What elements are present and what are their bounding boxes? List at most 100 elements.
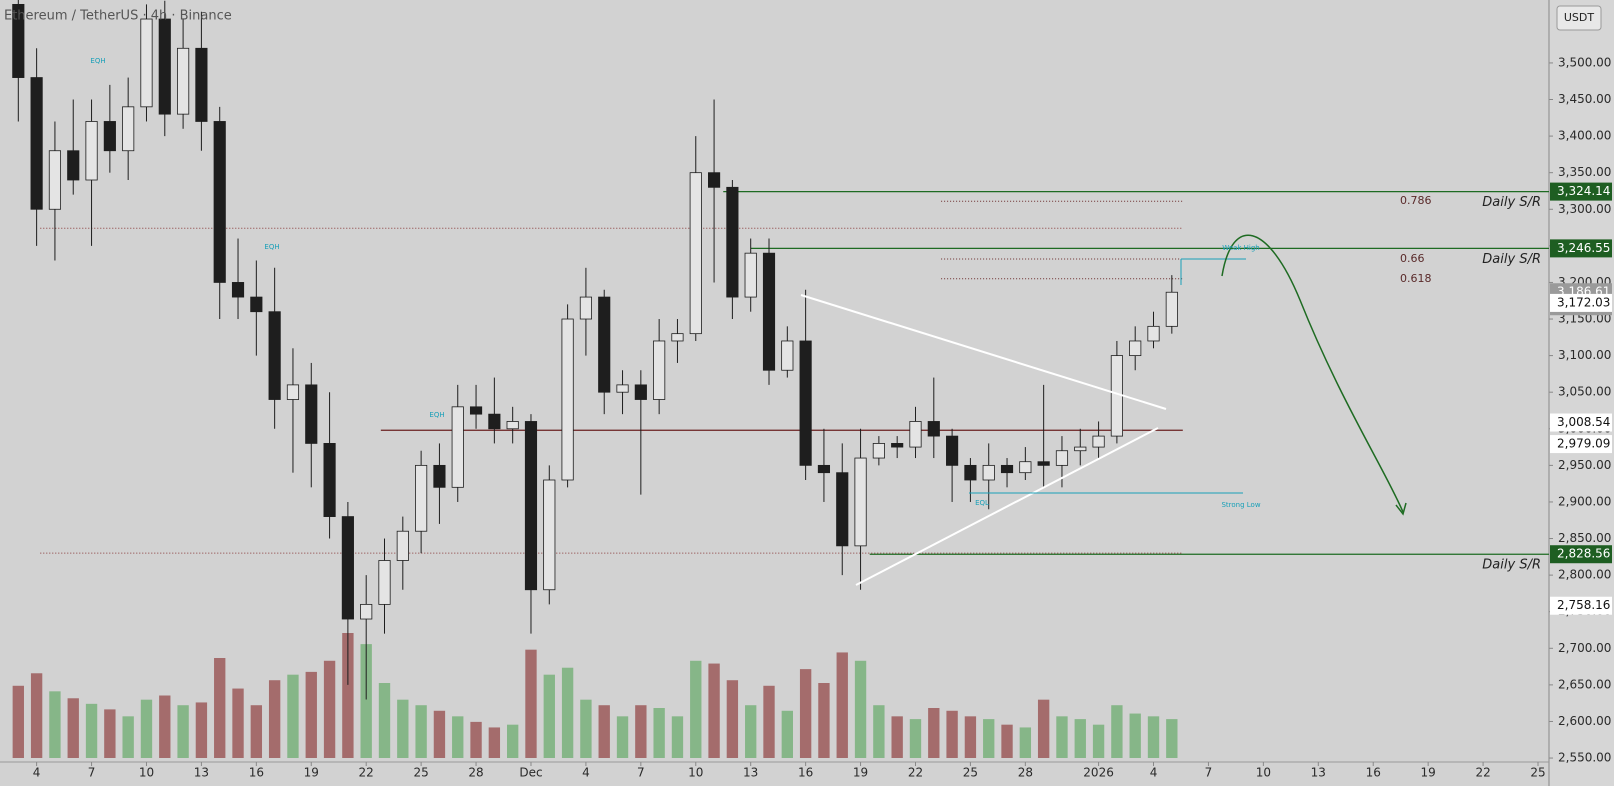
volume-bar	[818, 683, 830, 758]
candle-body	[634, 384, 647, 400]
candle-body	[616, 384, 629, 393]
volume-bar	[1037, 699, 1050, 758]
price-axis-bg	[1549, 0, 1614, 786]
volume-bar	[140, 699, 153, 758]
candle-body	[1037, 461, 1050, 466]
volume-bar	[1129, 713, 1141, 758]
candle-body	[506, 421, 519, 430]
y-tick-label: 2,900.00	[1558, 494, 1611, 508]
trendline	[800, 294, 1167, 410]
volume-bar	[781, 710, 793, 758]
price-label-box	[1550, 545, 1612, 564]
volume-bar	[726, 680, 739, 758]
candle-body	[982, 464, 995, 481]
candle-body	[543, 479, 556, 591]
candle-body	[1019, 461, 1032, 474]
candle-body	[396, 530, 409, 561]
candle-body	[415, 464, 428, 532]
annotation: Weak High	[1222, 244, 1259, 252]
level-label: Daily S/R	[1482, 252, 1541, 267]
level-label: 0.618	[1400, 272, 1432, 285]
x-tick-label: 19	[1421, 766, 1436, 780]
candle-body	[1092, 435, 1105, 448]
y-tick-label: 2,850.00	[1558, 531, 1611, 545]
x-tick-label: 7	[637, 766, 645, 780]
x-tick-label: 16	[1366, 766, 1381, 780]
volume-bar	[799, 669, 812, 758]
candle-body	[1000, 464, 1014, 474]
currency-button[interactable]	[1556, 5, 1602, 31]
x-tick-label: 13	[194, 766, 209, 780]
candle-body	[744, 252, 757, 298]
x-tick-label: 28	[1018, 766, 1033, 780]
x-tick-label: 13	[1311, 766, 1326, 780]
candle-body	[561, 318, 574, 481]
x-tick-label: 25	[963, 766, 978, 780]
price-label: 3,324.14	[1557, 184, 1610, 198]
y-tick-label: 2,600.00	[1558, 714, 1611, 728]
volume-bar	[964, 716, 977, 758]
candle-body	[231, 282, 245, 298]
volume-bar	[232, 688, 244, 758]
x-tick-label: 16	[798, 766, 813, 780]
candle-body	[854, 457, 867, 547]
volume-bar	[287, 674, 299, 758]
x-tick-label: 16	[249, 766, 264, 780]
candles-layer	[12, 0, 1178, 700]
volume-bar	[506, 724, 519, 758]
price-label-box	[1550, 596, 1612, 615]
candle-body	[451, 406, 464, 488]
x-tick-label: 7	[88, 766, 96, 780]
price-label: 2,828.56	[1557, 547, 1610, 561]
candle-body	[524, 421, 538, 591]
candle-body	[781, 340, 794, 371]
volume-bar	[1019, 727, 1032, 758]
volume-layer	[12, 633, 1178, 758]
y-tick-label: 3,500.00	[1558, 55, 1611, 69]
price-label: 3,008.54	[1557, 415, 1610, 429]
volume-bar	[616, 716, 629, 758]
volume-bar	[250, 705, 263, 758]
annotation: Strong Low	[1221, 501, 1260, 509]
candle-body	[378, 560, 391, 605]
volume-bar	[488, 727, 501, 758]
candle-body	[909, 421, 922, 448]
volume-bar	[561, 667, 574, 758]
candle-body	[964, 464, 977, 481]
level-label: Daily S/R	[1482, 195, 1541, 210]
y-tick-label: 2,950.00	[1558, 458, 1611, 472]
volume-bar	[323, 660, 336, 758]
x-tick-label: 4	[33, 766, 41, 780]
x-tick-label: 25	[1530, 766, 1545, 780]
volume-bar	[708, 663, 720, 758]
volume-bar	[12, 685, 24, 758]
price-label: 3,172.03	[1557, 295, 1610, 309]
candle-body	[726, 186, 739, 298]
price-label: 2,979.09	[1557, 437, 1610, 451]
candle-body	[177, 47, 190, 115]
x-tick-label: 7	[1205, 766, 1213, 780]
levels-layer: Daily S/R Daily S/R Daily S/R 0.786 0.66 0.61…	[40, 190, 1549, 573]
volume-bar	[342, 633, 354, 758]
candle-body	[1055, 450, 1069, 466]
y-tick-label: 3,050.00	[1558, 385, 1611, 399]
candle-body	[195, 47, 208, 122]
candle-body	[30, 77, 43, 210]
candle-body	[927, 421, 940, 437]
volume-bar	[928, 708, 940, 758]
volume-bar	[30, 673, 43, 758]
volume-bar	[159, 695, 171, 758]
currency-label[interactable]: USDT	[1564, 11, 1595, 24]
volume-bar	[104, 709, 116, 758]
volume-bar	[653, 708, 665, 758]
y-tick-label: 3,350.00	[1558, 165, 1611, 179]
candle-body	[488, 413, 501, 430]
candle-body	[433, 464, 446, 488]
volume-bar	[195, 702, 208, 758]
x-tick-label: 10	[1256, 766, 1271, 780]
volume-bar	[1111, 705, 1123, 758]
volume-bar	[983, 719, 995, 758]
candle-body	[305, 384, 318, 444]
